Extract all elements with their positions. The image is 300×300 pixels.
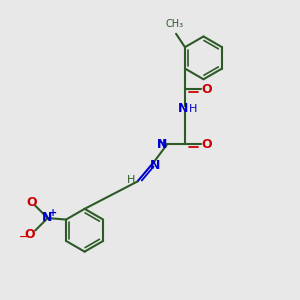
- Text: O: O: [25, 228, 35, 241]
- Text: N: N: [150, 159, 160, 172]
- Text: −: −: [19, 232, 28, 242]
- Text: +: +: [49, 208, 57, 218]
- Text: O: O: [201, 138, 212, 151]
- Text: H: H: [127, 175, 135, 185]
- Text: O: O: [201, 83, 212, 96]
- Text: H: H: [156, 140, 165, 149]
- Text: CH₃: CH₃: [166, 19, 184, 29]
- Text: N: N: [178, 102, 189, 115]
- Text: N: N: [157, 138, 167, 151]
- Text: O: O: [26, 196, 37, 208]
- Text: N: N: [42, 211, 52, 224]
- Text: H: H: [189, 104, 197, 114]
